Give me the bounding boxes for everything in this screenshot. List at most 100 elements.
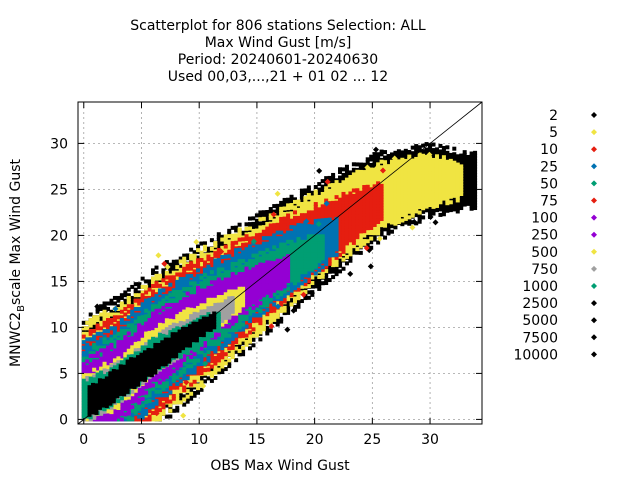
density-cell-2 <box>414 213 419 218</box>
density-cell-5 <box>126 295 131 300</box>
density-cell-2 <box>386 225 391 230</box>
density-cell-2 <box>157 279 162 284</box>
density-cell-2 <box>306 282 311 287</box>
density-cell-2 <box>389 152 394 157</box>
title-line-1: Scatterplot for 806 stations Selection: … <box>130 18 426 34</box>
density-cell-2 <box>369 240 374 245</box>
density-cell-5 <box>85 320 90 325</box>
density-cell-2 <box>473 186 478 191</box>
density-cell-2 <box>282 200 287 205</box>
density-cell-2 <box>448 155 453 160</box>
density-cell-2 <box>417 145 422 150</box>
density-cell-2 <box>133 290 138 295</box>
density-cell-2 <box>216 364 221 369</box>
density-cell-2 <box>327 178 332 183</box>
outlier-point-2 <box>411 218 418 225</box>
density-cell-2 <box>331 275 336 280</box>
density-cell-2 <box>473 200 478 205</box>
density-cell-2 <box>234 358 239 363</box>
density-cell-2 <box>196 244 201 249</box>
density-cell-2 <box>265 215 270 220</box>
density-cell-2 <box>317 286 322 291</box>
density-cell-2 <box>441 201 446 206</box>
density-cell-2 <box>403 148 408 153</box>
density-cell-2 <box>317 190 322 195</box>
density-cell-2 <box>341 172 346 177</box>
density-cell-2 <box>438 154 443 159</box>
density-cell-2 <box>213 246 218 251</box>
density-cell-2 <box>445 145 450 150</box>
density-cell-2 <box>154 271 159 276</box>
density-cell-2 <box>469 181 474 186</box>
density-cell-2 <box>130 295 135 300</box>
density-cell-2 <box>473 161 478 166</box>
density-cell-2 <box>265 328 270 333</box>
density-cell-2 <box>299 199 304 204</box>
density-cell-2 <box>137 284 142 289</box>
density-cell-2 <box>289 200 294 205</box>
density-cell-2 <box>344 261 349 266</box>
density-cell-2 <box>175 259 180 264</box>
density-cell-2 <box>189 396 194 401</box>
density-cell-2 <box>469 173 474 178</box>
density-cell-5 <box>123 309 128 314</box>
density-cell-2 <box>216 370 221 375</box>
density-cell-2 <box>306 190 311 195</box>
density-cell-2 <box>196 255 201 260</box>
density-cell-2 <box>310 190 315 195</box>
density-cell-5 <box>109 312 114 317</box>
density-cell-5 <box>95 329 100 334</box>
density-cell-2 <box>220 243 225 248</box>
density-cell-2 <box>220 370 225 375</box>
density-cell-2 <box>161 268 166 273</box>
density-cell-2 <box>452 146 457 151</box>
density-cell-2 <box>209 367 214 372</box>
density-cell-2 <box>99 318 104 323</box>
density-cell-2 <box>258 337 263 342</box>
density-cell-2 <box>95 309 100 314</box>
density-cell-5 <box>88 318 93 323</box>
density-cell-2 <box>220 240 225 245</box>
density-cell-2 <box>445 203 450 208</box>
density-cell-2 <box>130 298 135 303</box>
density-cell-2 <box>293 197 298 202</box>
density-cell-2 <box>303 191 308 196</box>
density-cell-2 <box>362 162 367 167</box>
density-cell-2 <box>438 152 443 157</box>
density-cell-2 <box>303 296 308 301</box>
density-cell-2 <box>358 162 363 167</box>
density-cell-2 <box>185 396 190 401</box>
density-cell-2 <box>334 266 339 271</box>
density-cell-2 <box>313 281 318 286</box>
density-cell-2 <box>431 208 436 213</box>
density-cell-2 <box>102 301 107 306</box>
density-cell-2 <box>466 174 471 179</box>
density-cell-2 <box>410 153 415 158</box>
density-cell-5 <box>119 304 124 309</box>
density-cell-2 <box>313 276 318 281</box>
density-cell-2 <box>369 162 374 167</box>
density-cell-5 <box>102 312 107 317</box>
density-cell-2 <box>383 235 388 240</box>
density-cell-2 <box>151 268 156 273</box>
density-cell-2 <box>123 298 128 303</box>
density-cell-2 <box>348 258 353 263</box>
density-cell-2 <box>431 148 436 153</box>
density-cell-2 <box>209 238 214 243</box>
density-cell-2 <box>299 196 304 201</box>
density-cell-2 <box>296 299 301 304</box>
density-cell-2 <box>473 183 478 188</box>
density-cell-2 <box>469 170 474 175</box>
density-cell-2 <box>279 319 284 324</box>
density-cell-2 <box>299 194 304 199</box>
density-cell-2 <box>168 265 173 270</box>
density-cell-2 <box>178 264 183 269</box>
density-cell-2 <box>396 152 401 157</box>
density-cell-2 <box>462 161 467 166</box>
density-cell-2 <box>469 154 474 159</box>
density-cell-2 <box>327 269 332 274</box>
density-cell-2 <box>251 224 256 229</box>
density-cell-2 <box>331 266 336 271</box>
density-cell-2 <box>133 287 138 292</box>
